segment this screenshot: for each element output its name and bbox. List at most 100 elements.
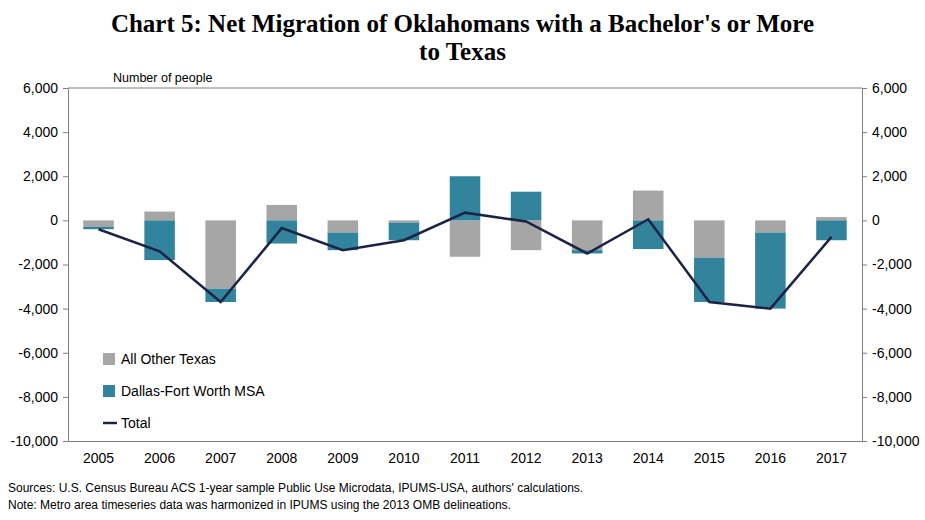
bar [389,220,420,222]
tick-mark [862,88,867,89]
tick-label: -8,000 [872,389,912,405]
y2-axis: -10,000-8,000-6,000-4,000-2,00002,0004,0… [862,80,920,449]
tick: 2007 [205,441,236,466]
y-axis-label: Number of people [113,71,212,85]
tick-label: -2,000 [872,256,912,272]
x-axis: 2005 2006 2007 2008 2009 2010 2011 2012 2013 2014… [69,441,863,466]
tick-mark [63,309,68,310]
tick-label: 2008 [266,450,297,466]
tick-mark [862,353,867,354]
bar [267,205,298,220]
annotation: Sources: U.S. Census Bureau ACS 1-year s… [8,481,583,495]
tick: 2011 [450,441,480,466]
tick-mark [862,132,867,133]
tick-label: 2011 [450,450,480,466]
tick-label: 0 [50,212,58,228]
tick-label: -4,000 [872,301,912,317]
tick: -4,000 [18,301,68,317]
legend-swatch [103,385,115,397]
tick: 2006 [144,441,175,466]
tick-label: 2013 [572,450,603,466]
tick-label: 2,000 [872,168,907,184]
frame-top [68,88,862,89]
legend-label: Total [121,415,151,431]
tick: 2,000 [23,168,68,184]
tick-label: -6,000 [18,345,58,361]
legend-label: Dallas-Fort Worth MSA [121,383,265,399]
bar [450,220,481,256]
tick: -8,000 [18,389,68,405]
bar [389,223,420,241]
tick-label: 2,000 [23,168,58,184]
tick: 2013 [572,441,603,466]
bar [205,220,236,288]
tick: 2014 [633,441,664,466]
title: Chart 5: Net Migration of Oklahomans wit… [111,10,814,65]
tick-label: 2009 [327,450,358,466]
tick: 2010 [388,441,419,466]
legend: All Other Texas Dallas-Fort Worth MSA Tota… [103,351,265,431]
bar [83,227,114,229]
tick-label: 2005 [83,450,114,466]
tick-label: 6,000 [23,80,58,96]
tick-label: -8,000 [18,389,58,405]
title-line: Chart 5: Net Migration of Oklahomans wit… [111,10,814,37]
annotation: Note: Metro area timeseries data was har… [8,498,511,512]
tick-mark [862,265,867,266]
tick: -6,000 [18,345,68,361]
bar [572,220,603,250]
tick: 2008 [266,441,297,466]
tick-label: -10,000 [11,433,59,449]
axis-line [68,89,69,442]
tick-label: 2017 [816,450,847,466]
tick-label: -2,000 [18,256,58,272]
legend-label: All Other Texas [121,351,216,367]
tick-label: -10,000 [872,433,920,449]
legend-swatch [103,353,115,365]
tick-label: 2010 [388,450,419,466]
tick: 0 [862,212,880,228]
tick-label: 4,000 [23,124,58,140]
tick-mark [862,397,867,398]
bar [511,192,542,221]
bar [694,258,725,302]
tick-label: 2015 [694,450,725,466]
tick: 6,000 [862,80,907,96]
tick-mark [63,441,68,442]
legend-item: Dallas-Fort Worth MSA [103,383,265,399]
tick: 6,000 [23,80,68,96]
tick: -2,000 [862,256,912,272]
bar [511,220,542,250]
tick-mark [63,176,68,177]
bar [144,220,175,260]
tick: 2012 [510,441,541,466]
tick: 0 [50,212,68,228]
legend-item: All Other Texas [103,351,216,367]
tick-mark [63,353,68,354]
tick: -10,000 [862,433,920,449]
legend-swatch [103,422,117,425]
tick-mark [63,397,68,398]
axis-line [69,441,863,442]
tick-mark [862,309,867,310]
tick: 4,000 [23,124,68,140]
tick: 2017 [816,441,847,466]
tick: 2016 [755,441,786,466]
tick-label: -4,000 [18,301,58,317]
bar [633,191,664,221]
tick-mark [862,176,867,177]
tick-mark [63,265,68,266]
tick-label: 6,000 [872,80,907,96]
chart: Chart 5: Net Migration of Oklahomans wit… [0,0,925,520]
tick: -6,000 [862,345,912,361]
tick-mark [63,88,68,89]
tick: -4,000 [862,301,912,317]
tick-label: 2016 [755,450,786,466]
tick-mark [862,441,867,442]
tick-label: -6,000 [872,345,912,361]
tick-label: 0 [872,212,880,228]
tick: -2,000 [18,256,68,272]
tick-label: 2007 [205,450,236,466]
plot-area [83,176,846,308]
tick-label: 2014 [633,450,664,466]
